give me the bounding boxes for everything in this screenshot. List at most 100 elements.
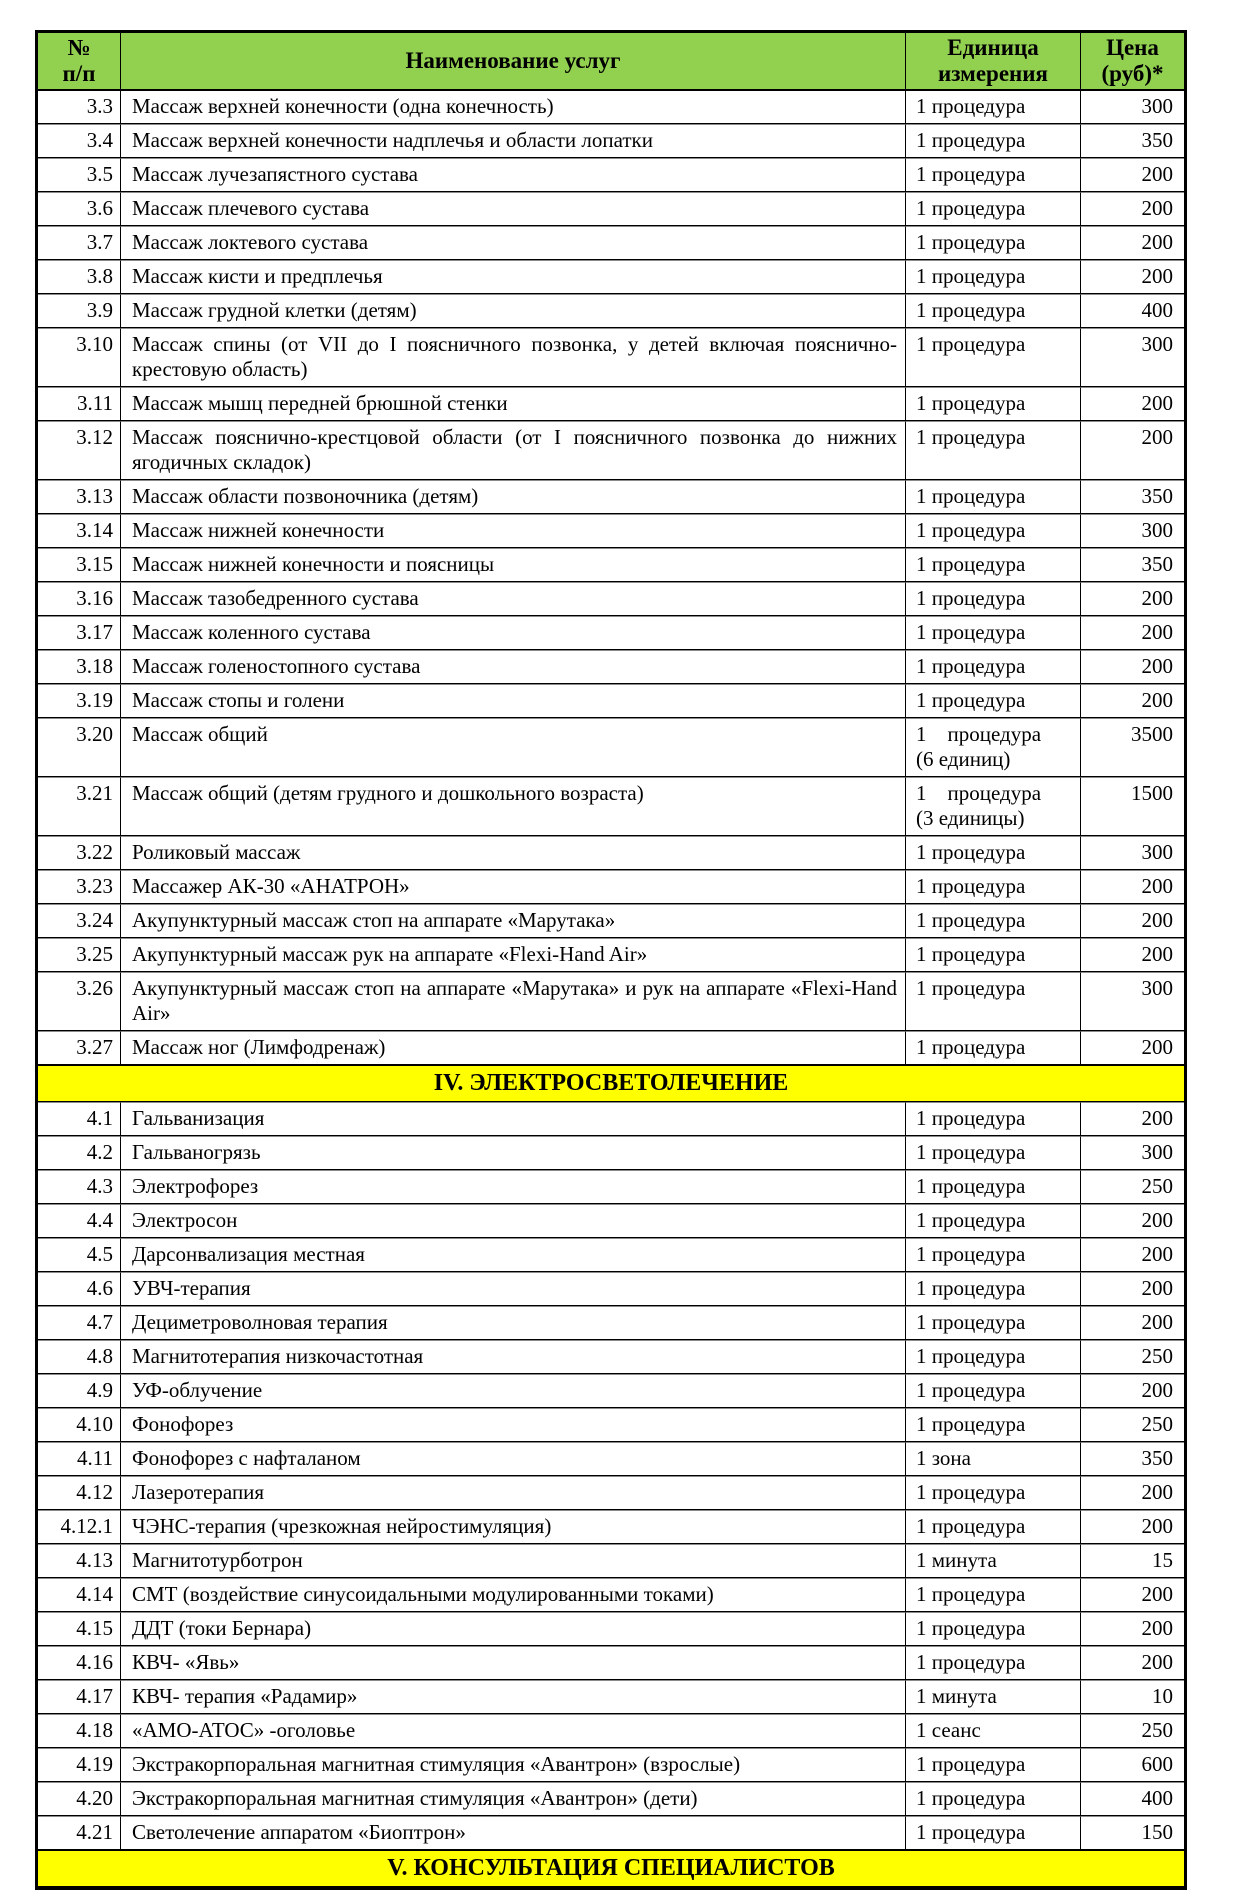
row-price-cell: 300 bbox=[1081, 1136, 1184, 1170]
table-row: 4.8 Магнитотерапия низкочастотная 1 процед… bbox=[38, 1340, 1184, 1374]
row-unit-cell: 1 процедура bbox=[906, 1204, 1081, 1238]
row-num-cell: 3.25 bbox=[38, 938, 121, 972]
table-row: 3.25 Акупунктурный массаж рук на аппарате… bbox=[38, 938, 1184, 972]
row-name-cell: Массаж общий (детям грудного и дошкольно… bbox=[121, 777, 906, 836]
row-name-cell: Электрофорез bbox=[121, 1170, 906, 1204]
row-price-cell: 10 bbox=[1081, 1680, 1184, 1714]
row-unit-cell: 1 процедура bbox=[906, 870, 1081, 904]
row-name-cell: Массаж коленного сустава bbox=[121, 616, 906, 650]
row-num-cell: 3.27 bbox=[38, 1031, 121, 1065]
row-price-cell: 300 bbox=[1081, 836, 1184, 870]
row-price-cell: 200 bbox=[1081, 650, 1184, 684]
table-row: 3.21 Массаж общий (детям грудного и дошко… bbox=[38, 777, 1184, 836]
row-num-cell: 3.11 bbox=[38, 387, 121, 421]
row-unit-cell: 1 процедура bbox=[906, 1646, 1081, 1680]
row-num-cell: 3.18 bbox=[38, 650, 121, 684]
table-header-row: № п/п Наименование услуг Единица измерен… bbox=[38, 33, 1184, 91]
row-unit-cell: 1 минута bbox=[906, 1680, 1081, 1714]
row-unit-cell: 1 процедура bbox=[906, 91, 1081, 124]
row-num-cell: 4.13 bbox=[38, 1544, 121, 1578]
row-price-cell: 200 bbox=[1081, 904, 1184, 938]
row-num-cell: 4.12.1 bbox=[38, 1510, 121, 1544]
table-row: 4.5 Дарсонвализация местная 1 процедура 200 bbox=[38, 1238, 1184, 1272]
row-name-cell: КВЧ- терапия «Радамир» bbox=[121, 1680, 906, 1714]
row-unit-cell: 1 процедура bbox=[906, 1510, 1081, 1544]
row-price-cell: 350 bbox=[1081, 548, 1184, 582]
row-price-cell: 150 bbox=[1081, 1816, 1184, 1850]
table-row: 3.15 Массаж нижней конечности и поясницы 1… bbox=[38, 548, 1184, 582]
row-num-cell: 3.17 bbox=[38, 616, 121, 650]
row-price-cell: 200 bbox=[1081, 1646, 1184, 1680]
table-row: 3.8 Массаж кисти и предплечья 1 процедура 2… bbox=[38, 260, 1184, 294]
row-price-cell: 200 bbox=[1081, 260, 1184, 294]
row-name-cell: Массаж локтевого сустава bbox=[121, 226, 906, 260]
table-row: 3.14 Массаж нижней конечности 1 процедура 3… bbox=[38, 514, 1184, 548]
row-name-cell: Массаж пояснично-крестцовой области (от … bbox=[121, 421, 906, 480]
row-num-cell: 4.16 bbox=[38, 1646, 121, 1680]
row-price-cell: 200 bbox=[1081, 1204, 1184, 1238]
row-price-cell: 350 bbox=[1081, 1442, 1184, 1476]
row-price-cell: 200 bbox=[1081, 1031, 1184, 1065]
row-unit-cell: 1 процедура bbox=[906, 1272, 1081, 1306]
row-name-cell: КВЧ- «Явь» bbox=[121, 1646, 906, 1680]
table-row: 3.23 Массажер АК-30 «АНАТРОН» 1 процедура 2… bbox=[38, 870, 1184, 904]
row-num-cell: 4.11 bbox=[38, 1442, 121, 1476]
row-unit-cell: 1 сеанс bbox=[906, 1714, 1081, 1748]
row-num-cell: 3.15 bbox=[38, 548, 121, 582]
table-row: 4.7 Дециметроволновая терапия 1 процедура 2… bbox=[38, 1306, 1184, 1340]
row-unit-cell: 1 процедура bbox=[906, 616, 1081, 650]
row-unit-cell: 1 процедура bbox=[906, 1578, 1081, 1612]
row-name-cell: Массаж верхней конечности надплечья и об… bbox=[121, 124, 906, 158]
row-unit-cell: 1 процедура bbox=[906, 226, 1081, 260]
row-price-cell: 200 bbox=[1081, 1510, 1184, 1544]
row-name-cell: ДДТ (токи Бернара) bbox=[121, 1612, 906, 1646]
row-name-cell: Массаж лучезапястного сустава bbox=[121, 158, 906, 192]
row-price-cell: 1500 bbox=[1081, 777, 1184, 836]
row-name-cell: Магнитотурботрон bbox=[121, 1544, 906, 1578]
row-unit-cell: 1 процедура bbox=[906, 1102, 1081, 1136]
column-header-name: Наименование услуг bbox=[121, 33, 906, 91]
table-row: 3.11 Массаж мышц передней брюшной стенки 1… bbox=[38, 387, 1184, 421]
table-row: 4.10 Фонофорез 1 процедура 250 bbox=[38, 1408, 1184, 1442]
row-name-cell: Массажер АК-30 «АНАТРОН» bbox=[121, 870, 906, 904]
row-unit-cell: 1 процедура bbox=[906, 1476, 1081, 1510]
row-num-cell: 4.17 bbox=[38, 1680, 121, 1714]
row-unit-cell: 1 процедура bbox=[906, 1782, 1081, 1816]
table-row: 4.12.1 ЧЭНС-терапия (чрезкожная нейростим… bbox=[38, 1510, 1184, 1544]
row-unit-cell: 1 процедура bbox=[906, 421, 1081, 480]
table-row: 3.4 Массаж верхней конечности надплечья и… bbox=[38, 124, 1184, 158]
row-name-cell: Магнитотерапия низкочастотная bbox=[121, 1340, 906, 1374]
row-name-cell: Роликовый массаж bbox=[121, 836, 906, 870]
row-num-cell: 4.19 bbox=[38, 1748, 121, 1782]
row-price-cell: 200 bbox=[1081, 1612, 1184, 1646]
row-unit-cell: 1 процедура bbox=[906, 684, 1081, 718]
row-name-cell: УФ-облучение bbox=[121, 1374, 906, 1408]
table-row: 3.24 Акупунктурный массаж стоп на аппарат… bbox=[38, 904, 1184, 938]
row-price-cell: 3500 bbox=[1081, 718, 1184, 777]
row-name-cell: Гальваногрязь bbox=[121, 1136, 906, 1170]
row-name-cell: Массаж верхней конечности (одна конечнос… bbox=[121, 91, 906, 124]
row-name-cell: СМТ (воздействие синусоидальными модулир… bbox=[121, 1578, 906, 1612]
row-price-cell: 15 bbox=[1081, 1544, 1184, 1578]
row-name-cell: Массаж общий bbox=[121, 718, 906, 777]
row-unit-cell: 1 процедура (6 единиц) bbox=[906, 718, 1081, 777]
row-num-cell: 3.13 bbox=[38, 480, 121, 514]
row-price-cell: 200 bbox=[1081, 387, 1184, 421]
row-unit-cell: 1 процедура bbox=[906, 124, 1081, 158]
section-title: V. КОНСУЛЬТАЦИЯ СПЕЦИАЛИСТОВ bbox=[38, 1850, 1184, 1887]
table-row: 3.20 Массаж общий 1 процедура (6 единиц) 35… bbox=[38, 718, 1184, 777]
row-name-cell: Акупунктурный массаж стоп на аппарате «М… bbox=[121, 904, 906, 938]
row-name-cell: Акупунктурный массаж стоп на аппарате «М… bbox=[121, 972, 906, 1031]
table-row: 3.22 Роликовый массаж 1 процедура 300 bbox=[38, 836, 1184, 870]
row-name-cell: Лазеротерапия bbox=[121, 1476, 906, 1510]
row-price-cell: 250 bbox=[1081, 1340, 1184, 1374]
row-name-cell: Электросон bbox=[121, 1204, 906, 1238]
table-row: 4.11 Фонофорез с нафталаном 1 зона 350 bbox=[38, 1442, 1184, 1476]
row-price-cell: 400 bbox=[1081, 294, 1184, 328]
row-num-cell: 4.7 bbox=[38, 1306, 121, 1340]
row-unit-cell: 1 процедура bbox=[906, 260, 1081, 294]
row-num-cell: 3.10 bbox=[38, 328, 121, 387]
row-unit-cell: 1 процедура bbox=[906, 328, 1081, 387]
table-row: 3.5 Массаж лучезапястного сустава 1 процед… bbox=[38, 158, 1184, 192]
row-price-cell: 200 bbox=[1081, 684, 1184, 718]
